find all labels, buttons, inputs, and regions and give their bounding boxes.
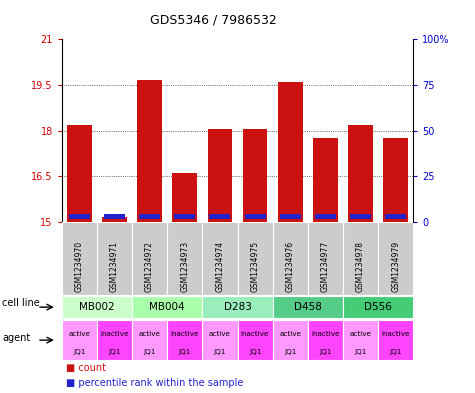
Text: JQ1: JQ1 <box>108 349 121 355</box>
Text: JQ1: JQ1 <box>249 349 261 355</box>
Bar <box>280 213 301 219</box>
Bar <box>102 217 127 222</box>
Bar <box>97 222 132 295</box>
Text: GSM1234979: GSM1234979 <box>391 241 400 292</box>
Bar <box>383 138 408 222</box>
Bar <box>243 129 267 222</box>
Bar <box>202 320 238 360</box>
Bar <box>378 320 413 360</box>
Bar <box>97 320 132 360</box>
Text: ■ count: ■ count <box>66 363 106 373</box>
Text: D283: D283 <box>224 302 251 312</box>
Text: JQ1: JQ1 <box>73 349 86 355</box>
Bar <box>172 173 197 222</box>
Bar <box>278 82 303 222</box>
Bar <box>202 222 238 295</box>
Bar <box>245 213 266 219</box>
Text: GSM1234973: GSM1234973 <box>180 241 189 292</box>
Text: active: active <box>279 331 301 337</box>
Text: D556: D556 <box>364 302 392 312</box>
Text: active: active <box>209 331 231 337</box>
Text: GSM1234975: GSM1234975 <box>251 241 259 292</box>
Text: GSM1234974: GSM1234974 <box>216 241 224 292</box>
Text: JQ1: JQ1 <box>354 349 367 355</box>
Text: MB002: MB002 <box>79 302 115 312</box>
Text: JQ1: JQ1 <box>319 349 332 355</box>
Bar <box>167 222 202 295</box>
Bar <box>238 222 273 295</box>
Bar <box>62 320 97 360</box>
Bar <box>238 320 273 360</box>
Text: GSM1234976: GSM1234976 <box>286 241 294 292</box>
Text: JQ1: JQ1 <box>179 349 191 355</box>
Text: GSM1234972: GSM1234972 <box>145 241 154 292</box>
Text: active: active <box>139 331 161 337</box>
Bar <box>62 296 132 318</box>
Bar <box>132 222 167 295</box>
Bar <box>67 125 92 222</box>
Text: inactive: inactive <box>381 331 410 337</box>
Text: inactive: inactive <box>100 331 129 337</box>
Text: cell line: cell line <box>2 298 40 309</box>
Bar <box>139 213 160 219</box>
Bar <box>348 125 373 222</box>
Bar <box>308 222 343 295</box>
Bar <box>62 222 97 295</box>
Bar <box>273 296 343 318</box>
Text: D458: D458 <box>294 302 322 312</box>
Text: inactive: inactive <box>171 331 199 337</box>
Text: JQ1: JQ1 <box>214 349 226 355</box>
Text: GSM1234977: GSM1234977 <box>321 241 330 292</box>
Bar <box>167 320 202 360</box>
Text: JQ1: JQ1 <box>284 349 296 355</box>
Bar <box>343 320 378 360</box>
Bar <box>315 213 336 219</box>
Text: JQ1: JQ1 <box>143 349 156 355</box>
Bar <box>69 213 90 219</box>
Bar <box>273 222 308 295</box>
Bar <box>308 320 343 360</box>
Text: active: active <box>350 331 371 337</box>
Text: GSM1234970: GSM1234970 <box>75 241 84 292</box>
Bar <box>313 138 338 222</box>
Text: agent: agent <box>2 333 30 343</box>
Text: GSM1234978: GSM1234978 <box>356 241 365 292</box>
Bar <box>132 296 202 318</box>
Bar <box>132 320 167 360</box>
Bar <box>343 222 378 295</box>
Text: JQ1: JQ1 <box>390 349 402 355</box>
Bar <box>343 296 413 318</box>
Bar <box>137 81 162 222</box>
Bar <box>209 213 230 219</box>
Bar <box>385 213 406 219</box>
Text: MB004: MB004 <box>149 302 185 312</box>
Bar <box>273 320 308 360</box>
Text: GSM1234971: GSM1234971 <box>110 241 119 292</box>
Bar <box>202 296 273 318</box>
Bar <box>378 222 413 295</box>
Bar <box>104 213 125 219</box>
Text: inactive: inactive <box>311 331 340 337</box>
Text: GDS5346 / 7986532: GDS5346 / 7986532 <box>151 14 277 27</box>
Bar <box>208 129 232 222</box>
Text: ■ percentile rank within the sample: ■ percentile rank within the sample <box>66 378 244 388</box>
Bar <box>174 213 195 219</box>
Bar <box>350 213 371 219</box>
Text: inactive: inactive <box>241 331 269 337</box>
Text: active: active <box>68 331 90 337</box>
